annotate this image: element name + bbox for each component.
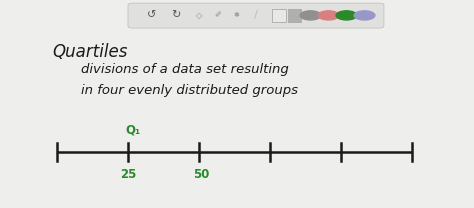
FancyBboxPatch shape — [288, 9, 301, 22]
Circle shape — [354, 11, 375, 20]
Text: divisions of a data set resulting: divisions of a data set resulting — [81, 63, 288, 76]
Text: /: / — [254, 10, 258, 20]
Circle shape — [300, 11, 321, 20]
Text: 25: 25 — [120, 168, 136, 181]
FancyBboxPatch shape — [128, 3, 384, 28]
Text: Quartiles: Quartiles — [52, 43, 128, 61]
Text: ✐: ✐ — [215, 11, 221, 20]
FancyBboxPatch shape — [272, 9, 286, 22]
Text: ◇: ◇ — [196, 11, 202, 20]
Text: 50: 50 — [193, 168, 210, 181]
Text: ✱: ✱ — [234, 12, 240, 18]
Text: ↺: ↺ — [147, 10, 156, 20]
Circle shape — [318, 11, 339, 20]
Circle shape — [336, 11, 357, 20]
Text: in four evenly distributed groups: in four evenly distributed groups — [81, 84, 298, 97]
Text: ↻: ↻ — [171, 10, 180, 20]
Text: Q₁: Q₁ — [125, 124, 140, 137]
